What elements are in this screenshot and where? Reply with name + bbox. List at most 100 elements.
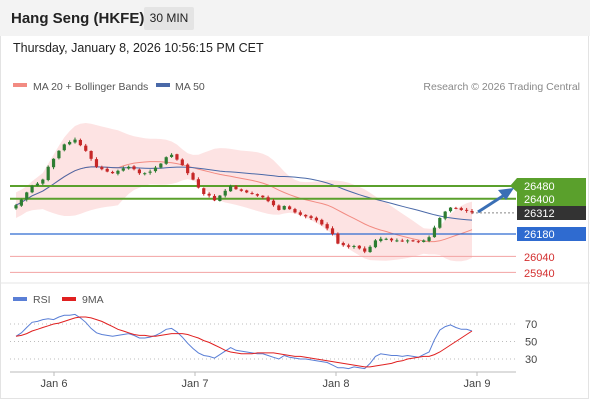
candle-body (164, 157, 168, 164)
candle-body (169, 154, 174, 157)
level-label-26312: 26312 (524, 208, 555, 220)
candle (470, 208, 474, 215)
candle (352, 244, 356, 249)
candle (443, 210, 447, 221)
candle-body (148, 171, 152, 173)
candle-body (100, 167, 104, 170)
support-badge-bg (517, 227, 586, 241)
candle (448, 207, 453, 213)
candle-body (293, 209, 297, 213)
x-tick-label: Jan 9 (464, 378, 491, 390)
candle (228, 184, 233, 192)
candle-body (234, 186, 238, 190)
candle (73, 137, 77, 144)
candle (406, 239, 410, 244)
candle (271, 199, 276, 207)
ma50-line (15, 166, 473, 221)
candle (416, 240, 420, 244)
instrument-title: Hang Seng (HKFE) (11, 10, 145, 27)
candle-body (14, 205, 18, 209)
candle (245, 189, 249, 194)
candle (19, 198, 23, 207)
resistance-badge-bg (517, 178, 586, 206)
candle-body (271, 200, 276, 206)
ma20-legend-swatch (13, 83, 27, 87)
candle (143, 172, 147, 176)
candle (395, 238, 399, 243)
candle-body (266, 197, 270, 202)
candle-body (223, 190, 227, 196)
level-label-25940: 25940 (524, 268, 555, 280)
candles (14, 137, 474, 254)
candle-body (218, 195, 222, 201)
candle (379, 236, 383, 243)
candle (51, 158, 56, 170)
candle-body (180, 159, 184, 166)
candle-body (357, 245, 361, 249)
candle (186, 163, 190, 176)
candle-body (261, 195, 265, 198)
candle (427, 235, 431, 243)
candle-body (68, 142, 72, 145)
candle-body (78, 139, 82, 146)
candle-body (336, 233, 340, 244)
ma20-legend-label: MA 20 + Bollinger Bands (33, 81, 148, 93)
x-axis: Jan 6 Jan 7 Jan 8 Jan 9 (41, 372, 491, 390)
candle (325, 222, 329, 231)
candle (212, 194, 217, 202)
candle-body (19, 199, 23, 206)
candle-body (196, 179, 200, 188)
candle (373, 239, 378, 249)
rsi-ma-legend-label: 9MA (82, 294, 104, 306)
candle-body (159, 163, 163, 168)
candle-body (186, 164, 190, 174)
candle (100, 165, 104, 171)
candle-body (57, 150, 61, 159)
rsi-lines (15, 313, 473, 370)
candle-body (347, 245, 351, 247)
candle (89, 150, 93, 161)
resistance-badge-pointer (510, 178, 517, 192)
candle (411, 239, 415, 242)
candle (341, 241, 345, 247)
rsi-line (15, 313, 473, 370)
level-label-26480: 26480 (524, 181, 555, 193)
interval-button[interactable]: 30 MIN (144, 7, 194, 30)
level-label-26040: 26040 (524, 252, 555, 264)
candle-body (416, 241, 420, 243)
candle-body (373, 240, 378, 248)
candle (368, 245, 372, 253)
candle-body (132, 166, 136, 170)
candle-body (400, 240, 404, 242)
candle-body (143, 173, 147, 175)
rsi-legend-swatch (13, 297, 27, 301)
candle-body (228, 186, 233, 192)
candle (255, 193, 260, 197)
candle (169, 153, 174, 158)
timestamp: Thursday, January 8, 2026 10:56:15 PM CE… (13, 41, 264, 55)
candle-body (277, 205, 281, 210)
candle-body (309, 216, 313, 218)
candle (121, 166, 125, 172)
ma50-legend-swatch (156, 83, 170, 87)
rsi-ma-legend-swatch (62, 297, 76, 301)
level-label-26400: 26400 (524, 194, 555, 206)
candle (14, 203, 18, 210)
candle (127, 165, 131, 170)
rsi-tick-label: 50 (525, 337, 537, 349)
candle-body (153, 167, 158, 172)
candle (288, 205, 292, 210)
candle-body (411, 240, 415, 242)
candle-body (448, 207, 453, 212)
candle (363, 246, 367, 254)
candle-body (255, 194, 260, 196)
candle-body (325, 224, 329, 229)
candle-body (363, 248, 367, 252)
candle (250, 191, 254, 195)
candle (432, 225, 437, 238)
candle-body (389, 238, 394, 241)
candle-body (406, 240, 410, 242)
candle-body (121, 168, 125, 171)
candle (459, 206, 463, 211)
candle (454, 206, 458, 210)
